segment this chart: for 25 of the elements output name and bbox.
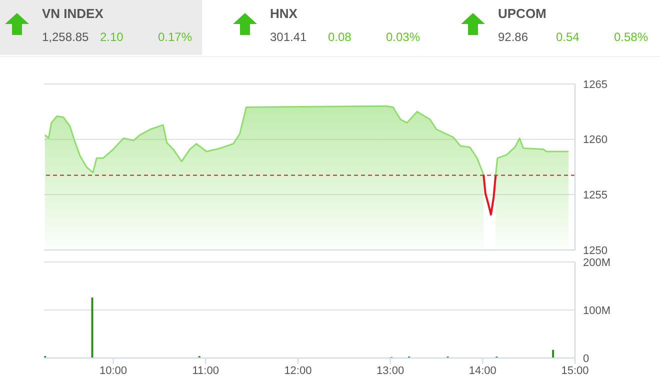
x-tick-label: 12:00: [284, 364, 312, 377]
y-tick-label: 0: [583, 352, 590, 365]
y-tick-label: 1255: [583, 190, 608, 202]
text: 92.86: [498, 30, 528, 44]
text: 0.08: [328, 30, 352, 44]
text: 2.10: [100, 30, 124, 44]
text: 0.54: [556, 30, 580, 44]
x-tick-label: 10:00: [99, 364, 128, 377]
x-tick-label: 15:00: [561, 364, 589, 377]
y-tick-label: 1265: [583, 78, 608, 91]
y-tick-label: 200M: [583, 256, 611, 269]
y-tick-label: 1250: [583, 244, 608, 257]
y-tick-label: 100M: [583, 304, 611, 317]
text: 301.41: [270, 30, 307, 44]
x-tick-label: 13:00: [376, 364, 404, 377]
text: 0.03%: [386, 30, 420, 44]
y-tick-label: 1260: [583, 134, 608, 146]
text: UPCOM: [498, 6, 546, 21]
text: HNX: [270, 6, 298, 21]
text: 1,258.85: [42, 30, 89, 44]
text: 0.17%: [158, 30, 192, 44]
text: VN INDEX: [42, 6, 104, 21]
text: 0.58%: [614, 30, 648, 44]
x-tick-label: 11:00: [192, 364, 219, 377]
x-tick-label: 14:00: [468, 364, 496, 377]
